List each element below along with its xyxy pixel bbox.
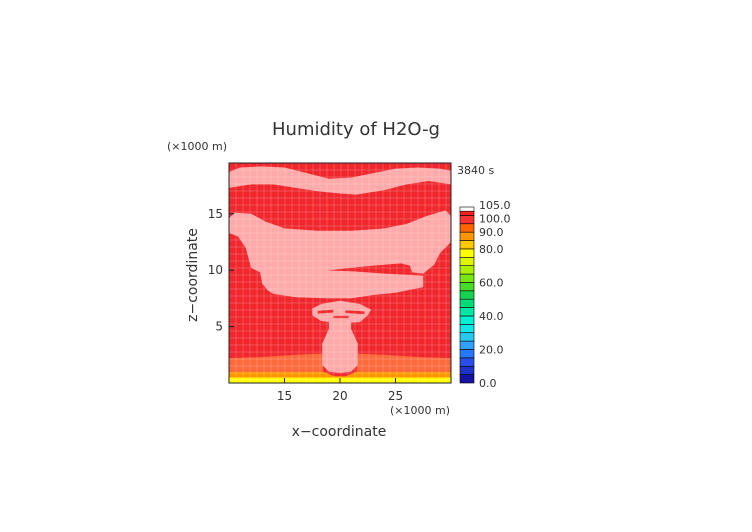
region-convective-updraft [322, 320, 358, 373]
y-unit-label: (×1000 m) [167, 140, 227, 153]
colorbar-band [459, 298, 475, 308]
colorbar-band [459, 374, 475, 384]
colorbar-band [459, 265, 475, 275]
colorbar-label: 90.0 [479, 226, 504, 239]
colorbar-band [459, 240, 475, 250]
colorbar-band [459, 340, 475, 350]
y-tick-label: 15 [208, 207, 223, 221]
x-axis: 15 20 25 [277, 378, 403, 403]
colorbar-band [459, 349, 475, 359]
colorbar-band [459, 206, 475, 212]
region-anvil-layer [229, 210, 451, 275]
region-boundary-layer [229, 353, 451, 372]
colorbar-band [459, 248, 475, 258]
colorbar-label: 100.0 [479, 212, 511, 225]
colorbar-band [459, 357, 475, 367]
colorbar-band [459, 282, 475, 292]
x-axis-title: x−coordinate [292, 424, 387, 440]
y-tick-label: 10 [208, 263, 223, 277]
y-axis: 5 10 15 [208, 207, 234, 334]
colorbar-band [459, 223, 475, 233]
x-unit-label: (×1000 m) [390, 404, 450, 417]
chart-title: Humidity of H2O-g [272, 119, 440, 140]
timestamp-label: 3840 s [457, 164, 494, 177]
x-tick-label: 15 [277, 389, 292, 403]
colorbar-band [459, 290, 475, 300]
colorbar-label: 40.0 [479, 310, 504, 323]
colorbar-band [459, 307, 475, 317]
updraft-streak-1 [345, 310, 365, 315]
colorbar-band [459, 215, 475, 225]
updraft-streak-0 [317, 309, 334, 314]
colorbar-band [459, 231, 475, 241]
region-upper-moist-layer [229, 166, 451, 195]
colorbar-band [459, 332, 475, 342]
colorbar-label: 60.0 [479, 276, 504, 289]
y-tick-label: 5 [215, 320, 223, 334]
colorbar-band [459, 256, 475, 266]
colorbar-band [459, 315, 475, 325]
x-tick-label: 25 [388, 389, 403, 403]
colorbar-label: 20.0 [479, 343, 504, 356]
colorbar-band [459, 273, 475, 283]
region-surface-orange-band [229, 371, 451, 378]
region-mid-cloud-layer [260, 270, 424, 299]
model-grid [229, 163, 451, 383]
region-detrainment-blob [312, 300, 372, 324]
y-axis-title: z−coordinate [185, 228, 201, 322]
colorbar-label: 0.0 [479, 377, 497, 390]
colorbar-label: 80.0 [479, 243, 504, 256]
colorbar-band [459, 365, 475, 375]
x-tick-label: 20 [332, 389, 347, 403]
colorbar-band [459, 210, 475, 216]
colorbar-band [459, 324, 475, 334]
humidity-field [229, 163, 451, 383]
colorbar-label: 105.0 [479, 199, 511, 212]
updraft-streak-2 [333, 315, 349, 319]
